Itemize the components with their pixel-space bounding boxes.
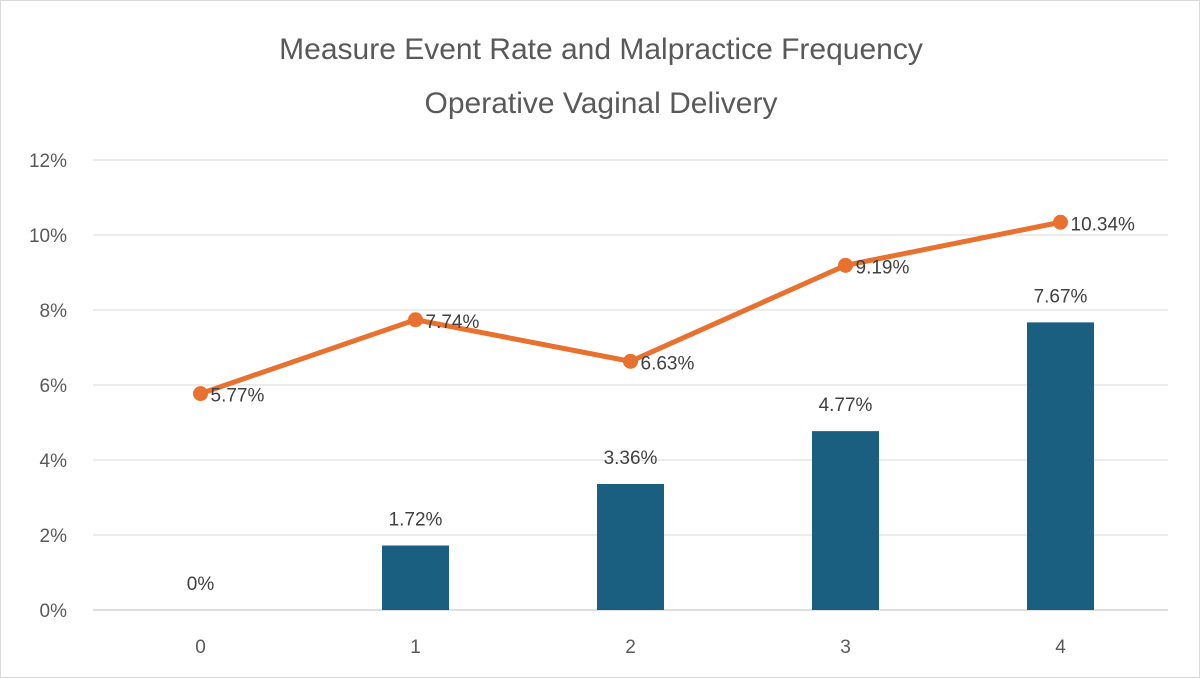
y-tick-label-4: 8% bbox=[40, 301, 68, 322]
line-series bbox=[193, 214, 1068, 402]
bar-3 bbox=[812, 431, 879, 610]
y-tick-label-3: 6% bbox=[40, 376, 68, 397]
line-data-label-4: 10.34% bbox=[1071, 214, 1136, 235]
y-tick-label-2: 4% bbox=[40, 451, 68, 472]
data-labels: 0% 1.72% 3.36% 4.77% 7.67% 5.77% 7.74% 6.63% 9.1… bbox=[187, 214, 1135, 595]
y-axis-ticks: 0% 2% 4% 6% 8% 10% 12% bbox=[29, 151, 67, 622]
line-data-label-1: 7.74% bbox=[426, 312, 480, 333]
y-tick-label-0: 0% bbox=[40, 601, 68, 622]
line-data-label-2: 6.63% bbox=[641, 353, 695, 374]
bar-4 bbox=[1027, 322, 1094, 610]
line-point-1 bbox=[408, 312, 423, 328]
y-tick-label-1: 2% bbox=[40, 526, 68, 547]
bar-data-label-3: 4.77% bbox=[819, 395, 873, 416]
bar-2 bbox=[597, 484, 664, 610]
line-data-label-3: 9.19% bbox=[856, 257, 910, 278]
line-point-2 bbox=[623, 353, 638, 369]
line-data-label-0: 5.77% bbox=[211, 386, 265, 407]
x-tick-label-4: 4 bbox=[1055, 637, 1066, 658]
x-tick-label-1: 1 bbox=[410, 637, 421, 658]
bar-data-label-4: 7.67% bbox=[1034, 286, 1088, 307]
x-tick-label-2: 2 bbox=[625, 637, 636, 658]
y-tick-label-6: 12% bbox=[29, 151, 67, 172]
chart-title-line-1: Measure Event Rate and Malpractice Frequ… bbox=[279, 33, 923, 66]
chart-title-line-2: Operative Vaginal Delivery bbox=[425, 87, 778, 120]
bar-1 bbox=[382, 545, 449, 610]
y-tick-label-5: 10% bbox=[29, 226, 67, 247]
bar-series bbox=[382, 322, 1094, 610]
x-tick-label-3: 3 bbox=[840, 637, 851, 658]
gridlines bbox=[93, 159, 1168, 611]
bar-data-label-1: 1.72% bbox=[389, 510, 443, 531]
line-point-0 bbox=[193, 386, 208, 402]
x-axis-ticks: 0 1 2 3 4 bbox=[195, 637, 1066, 658]
x-tick-label-0: 0 bbox=[195, 637, 206, 658]
line-point-4 bbox=[1053, 214, 1068, 230]
bar-data-label-2: 3.36% bbox=[604, 448, 658, 469]
bar-data-label-0: 0% bbox=[187, 574, 215, 595]
line-point-3 bbox=[838, 257, 853, 273]
